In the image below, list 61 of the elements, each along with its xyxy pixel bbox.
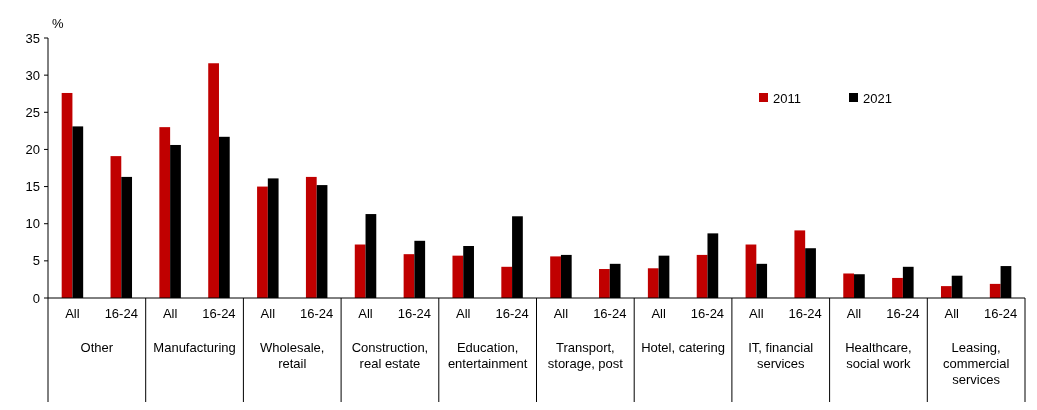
x-tick-label: All bbox=[358, 306, 373, 321]
x-tick-label: All bbox=[944, 306, 960, 321]
x-tick-label: 16-24 bbox=[788, 306, 822, 321]
text: IT, financial services bbox=[748, 340, 814, 371]
bar bbox=[794, 230, 806, 298]
bar bbox=[696, 254, 708, 298]
x-tick-label: All bbox=[162, 306, 178, 321]
bar bbox=[452, 255, 464, 298]
bar bbox=[550, 256, 561, 298]
bar bbox=[354, 244, 366, 298]
bar bbox=[599, 269, 610, 298]
text: Leasing, commercial services bbox=[942, 340, 1010, 387]
y-tick-label: 5 bbox=[32, 253, 40, 269]
y-axis-title: % bbox=[52, 16, 64, 31]
y-tick-label: 35 bbox=[25, 30, 40, 46]
x-tick-label: 16-24 bbox=[202, 306, 236, 321]
y-tick-label: 30 bbox=[25, 67, 40, 83]
legend-label: 2021 bbox=[863, 90, 892, 106]
bar bbox=[403, 254, 415, 298]
x-tick-label: All bbox=[65, 306, 80, 321]
bar bbox=[257, 186, 268, 298]
bar bbox=[745, 244, 757, 298]
text: Education, entertainment bbox=[447, 340, 528, 371]
y-tick-label: 0 bbox=[32, 290, 40, 306]
bar bbox=[843, 273, 855, 298]
text: Healthcare, social work bbox=[845, 340, 912, 371]
x-tick-label: 16-24 bbox=[300, 306, 334, 321]
bar bbox=[208, 63, 219, 298]
bar bbox=[501, 266, 513, 298]
x-tick-label: All bbox=[260, 306, 276, 321]
x-tick-label: All bbox=[456, 306, 471, 321]
x-tick-label: All bbox=[749, 306, 764, 321]
x-tick-label: All bbox=[651, 306, 666, 321]
y-tick-label: 10 bbox=[25, 216, 40, 232]
text: Construction, real estate bbox=[351, 340, 429, 371]
x-tick-label: 16-24 bbox=[495, 306, 529, 321]
x-tick-label: 16-24 bbox=[690, 306, 725, 321]
x-tick-label: 16-24 bbox=[886, 306, 920, 321]
text: Wholesale, retail bbox=[260, 340, 325, 371]
text: Other bbox=[80, 340, 114, 355]
legend-label: 2011 bbox=[773, 90, 801, 106]
bar bbox=[159, 127, 171, 298]
x-tick-label: 16-24 bbox=[397, 306, 431, 321]
bar bbox=[647, 268, 659, 298]
text: Manufacturing bbox=[153, 340, 236, 355]
x-tick-label: 16-24 bbox=[104, 306, 138, 321]
text: Hotel, catering bbox=[641, 340, 725, 355]
x-tick-label: 16-24 bbox=[593, 306, 627, 321]
y-tick-label: 25 bbox=[25, 104, 40, 120]
bar bbox=[61, 92, 73, 298]
text: Transport, storage, post bbox=[547, 340, 624, 371]
y-tick-label: 20 bbox=[25, 141, 40, 157]
x-tick-label: All bbox=[553, 306, 569, 321]
x-tick-label: All bbox=[846, 306, 862, 321]
x-tick-label: 16-24 bbox=[983, 306, 1018, 321]
bar bbox=[989, 283, 1001, 298]
bar bbox=[305, 176, 317, 298]
bar bbox=[940, 286, 952, 298]
bar bbox=[892, 277, 903, 298]
bar bbox=[110, 156, 122, 298]
y-tick-label: 15 bbox=[25, 179, 40, 195]
